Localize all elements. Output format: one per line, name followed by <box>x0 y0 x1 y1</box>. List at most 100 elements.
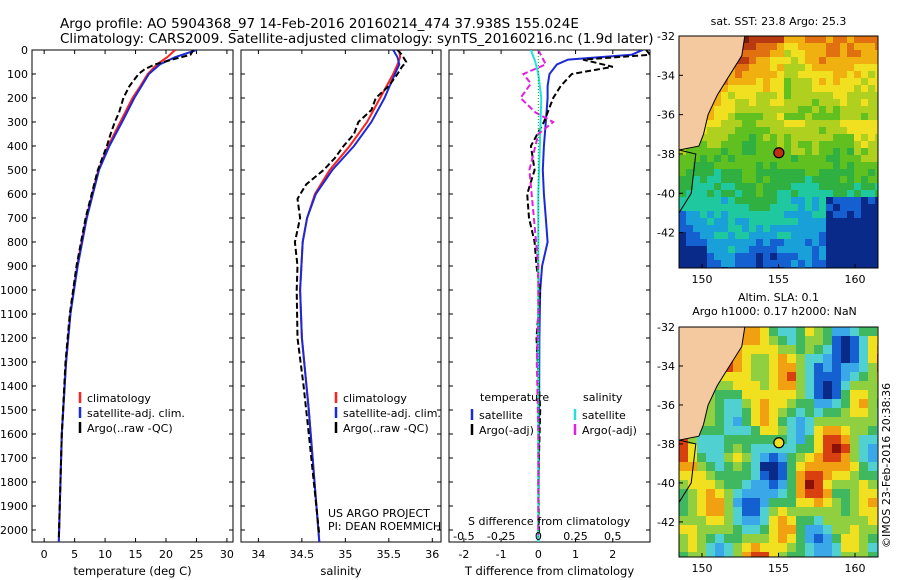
sst-cell <box>749 204 756 211</box>
sla-cell <box>814 336 823 345</box>
sst-cell <box>784 113 791 120</box>
shelf-contour <box>679 439 697 504</box>
sst-cell <box>805 246 812 253</box>
sst-map-lon-label: 155 <box>768 273 789 286</box>
sst-cell <box>861 148 868 155</box>
sla-cell <box>805 354 814 363</box>
sla-cell <box>760 534 769 543</box>
sst-cell <box>693 232 700 239</box>
sst-cell <box>812 106 819 113</box>
sla-cell <box>724 381 733 390</box>
sst-cell <box>833 64 840 71</box>
panel-salinity: 34 34.5 35 35.5 36 salinity climatology satelli… <box>240 49 442 578</box>
sla-cell <box>760 489 769 498</box>
sla-cell <box>733 444 742 453</box>
sst-cell <box>798 183 805 190</box>
sst-cell <box>749 225 756 232</box>
sla-cell <box>724 516 733 525</box>
sla-cell <box>760 444 769 453</box>
sla-cell <box>814 525 823 534</box>
sla-cell <box>778 489 787 498</box>
sst-cell <box>777 99 784 106</box>
sst-cell <box>826 232 833 239</box>
sst-cell <box>861 50 868 57</box>
sla-map-raster <box>679 327 878 557</box>
sst-cell <box>707 190 714 197</box>
sst-cell <box>833 169 840 176</box>
sst-cell <box>826 176 833 183</box>
sla-cell <box>751 471 760 480</box>
sla-cell <box>832 489 841 498</box>
sst-cell <box>812 253 819 260</box>
sla-cell <box>751 507 760 516</box>
sla-cell <box>787 363 796 372</box>
sst-cell <box>728 134 735 141</box>
sla-cell <box>823 354 832 363</box>
sla-cell <box>679 462 688 471</box>
sst-cell <box>784 169 791 176</box>
sst-cell <box>763 183 770 190</box>
sla-cell <box>868 507 877 516</box>
sst-cell <box>791 246 798 253</box>
sla-cell <box>787 462 796 471</box>
sla-cell <box>769 507 778 516</box>
sla-cell <box>859 336 868 345</box>
sst-cell <box>805 190 812 197</box>
sst-cell <box>742 85 749 92</box>
sst-cell <box>770 106 777 113</box>
sst-cell <box>833 85 840 92</box>
sst-cell <box>714 141 721 148</box>
sst-cell <box>735 169 742 176</box>
depth-tick-label: 0 <box>21 44 28 57</box>
sst-cell <box>777 176 784 183</box>
sla-cell <box>769 435 778 444</box>
sst-cell <box>833 183 840 190</box>
sla-cell <box>787 399 796 408</box>
sla-cell <box>787 498 796 507</box>
sst-cell <box>686 232 693 239</box>
sla-cell <box>787 435 796 444</box>
sst-cell <box>777 218 784 225</box>
sst-cell <box>805 36 812 43</box>
sla-cell <box>715 453 724 462</box>
sst-cell <box>721 246 728 253</box>
sla-cell <box>778 516 787 525</box>
sla-cell <box>769 543 778 552</box>
sla-cell <box>823 453 832 462</box>
sla-cell <box>742 453 751 462</box>
sst-cell <box>721 239 728 246</box>
shelf-contour <box>679 149 697 214</box>
sla-cell <box>841 453 850 462</box>
diff-legend-label: Argo(-adj) <box>479 424 534 437</box>
sst-cell <box>798 43 805 50</box>
sla-cell <box>715 552 724 557</box>
sst-cell <box>875 204 878 211</box>
sst-cell <box>791 106 798 113</box>
sla-cell <box>724 372 733 381</box>
sla-cell <box>715 534 724 543</box>
sla-cell <box>787 525 796 534</box>
sla-cell <box>760 327 769 336</box>
sst-cell <box>861 36 868 43</box>
sst-cell <box>798 71 805 78</box>
sst-cell <box>763 113 770 120</box>
sst-cell <box>840 155 847 162</box>
sla-cell <box>769 363 778 372</box>
sst-cell <box>833 71 840 78</box>
depth-tick-label: 1400 <box>0 380 28 393</box>
sst-cell <box>763 211 770 218</box>
sla-cell <box>715 525 724 534</box>
depth-tick-label: 1500 <box>0 404 28 417</box>
salinity-diff-tick-label: 0.25 <box>563 530 588 543</box>
sla-cell <box>751 372 760 381</box>
sla-cell <box>679 471 688 480</box>
sla-cell <box>868 426 877 435</box>
sst-cell <box>868 232 875 239</box>
sst-cell <box>756 246 763 253</box>
sst-cell <box>742 176 749 183</box>
sst-cell <box>735 253 742 260</box>
sla-cell <box>850 408 859 417</box>
sst-cell <box>826 50 833 57</box>
sst-cell <box>805 155 812 162</box>
sst-cell <box>728 106 735 113</box>
